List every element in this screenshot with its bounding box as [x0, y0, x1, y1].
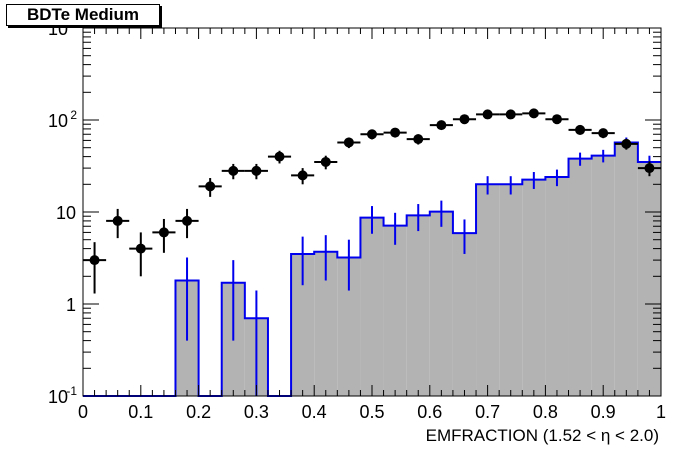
hist-bar [337, 257, 361, 396]
data-point [528, 108, 539, 119]
hist-bar [476, 184, 500, 396]
data-point [436, 120, 447, 131]
hist-bar [291, 253, 315, 396]
data-point [575, 124, 586, 135]
data-point [251, 165, 262, 176]
data-point [505, 109, 516, 120]
data-point [367, 129, 377, 140]
x-tick-label: 0.5 [359, 402, 384, 422]
hist-bar [637, 161, 661, 396]
x-tick-label: 0.1 [128, 402, 153, 422]
data-point [598, 128, 609, 139]
x-tick-label: 0.3 [244, 402, 269, 422]
data-point [135, 243, 146, 254]
x-tick-label: 0.2 [186, 402, 211, 422]
x-tick-label: 0.8 [533, 402, 558, 422]
x-tick-label: 0.9 [591, 402, 616, 422]
hist-bar [522, 179, 546, 396]
data-point [413, 134, 424, 145]
y-tick-label: 1 [66, 295, 76, 315]
hist-bar [452, 233, 477, 396]
chart-title: BDTe Medium [6, 4, 160, 26]
data-point [112, 215, 123, 226]
data-point [320, 156, 331, 167]
hist-bar [360, 217, 384, 396]
y-axis: 10-1110102103 [48, 16, 661, 407]
x-tick-label: 0.4 [302, 402, 327, 422]
x-tick-label: 0.7 [475, 402, 500, 422]
data-point [621, 138, 632, 149]
y-tick-label: 10 [56, 203, 76, 223]
histogram-layer [83, 137, 661, 397]
data-point [459, 114, 470, 125]
hist-bar [429, 211, 453, 396]
data-point [182, 215, 193, 226]
x-tick-label: 0 [78, 402, 88, 422]
x-axis-label: EMFRACTION (1.52 < η < 2.0) [426, 426, 659, 445]
data-point [551, 114, 562, 125]
data-point [644, 163, 655, 174]
hist-bar [383, 225, 407, 396]
x-tick-label: 0.6 [417, 402, 442, 422]
data-point [390, 127, 401, 138]
y-tick-exponent: 2 [70, 108, 77, 122]
data-point [343, 137, 354, 148]
hist-bar [591, 155, 615, 396]
data-point [228, 165, 239, 176]
data-point [274, 151, 285, 162]
data-point [205, 181, 216, 192]
hist-bar [614, 142, 638, 396]
data-point [89, 255, 100, 266]
y-tick-exponent: -1 [66, 384, 77, 398]
hist-bar [406, 215, 430, 396]
hist-bar [568, 158, 592, 396]
hist-bar [314, 251, 338, 396]
data-point [482, 109, 493, 120]
hist-bar [545, 177, 569, 396]
x-tick-label: 1 [656, 402, 666, 422]
hist-bar [499, 184, 523, 396]
y-tick-label: 10 [48, 387, 68, 407]
y-tick-label: 10 [48, 111, 68, 131]
x-axis: 0 0.1 0.2 0.3 0.4 0.5 0.6 0.7 0.8 0.9 1 [78, 28, 666, 422]
data-point [158, 227, 169, 238]
data-point [297, 170, 308, 181]
